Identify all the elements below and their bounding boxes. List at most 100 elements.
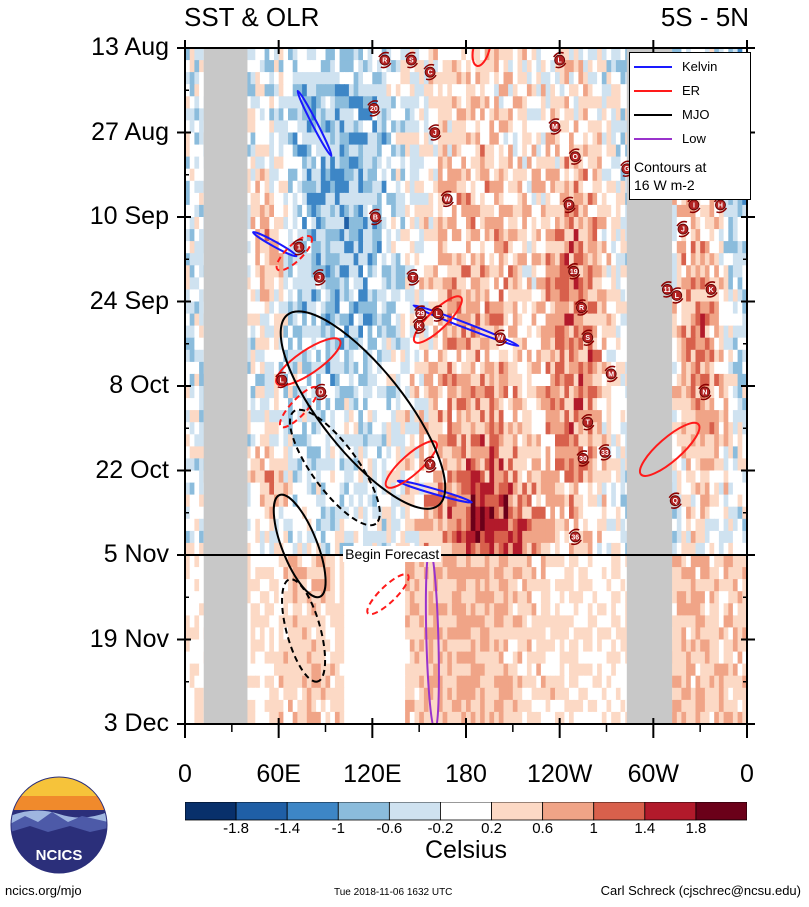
heat-cell: [381, 168, 387, 182]
heat-cell: [381, 434, 387, 447]
heat-cell: [550, 217, 556, 230]
heat-cell: [419, 60, 425, 73]
heat-cell: [377, 422, 383, 435]
heat-cell: [522, 361, 528, 375]
heat-cell: [194, 96, 200, 109]
heat-cell: [377, 168, 383, 182]
heat-cell: [423, 506, 430, 520]
heat-cell: [503, 337, 509, 351]
heat-cell: [545, 84, 551, 97]
heat-cell: [728, 530, 734, 544]
heat-cell: [451, 506, 458, 520]
heat-cell: [597, 313, 603, 327]
heat-cell: [414, 422, 420, 435]
heat-cell: [559, 241, 565, 254]
heat-cell: [381, 132, 387, 146]
heat-cell: [348, 60, 355, 73]
heat-cell: [545, 192, 551, 206]
heat-cell: [302, 482, 308, 496]
heat-cell: [447, 482, 453, 496]
heat-cell: [320, 144, 327, 158]
heat-cell: [447, 470, 453, 484]
heat-cell: [456, 446, 462, 460]
heat-cell: [555, 482, 561, 496]
heat-cell: [503, 241, 509, 254]
heat-cell: [578, 204, 584, 218]
heat-cell: [606, 180, 612, 194]
heat-cell: [550, 434, 556, 447]
heat-cell: [587, 144, 594, 158]
heat-cell: [540, 265, 547, 278]
heat-cell: [278, 506, 284, 520]
heat-cell: [550, 373, 556, 387]
heat-cell: [381, 277, 387, 291]
heat-cell: [194, 530, 200, 544]
heat-cell: [316, 132, 322, 146]
heat-cell: [517, 349, 523, 363]
heat-cell: [292, 289, 298, 303]
heat-cell: [526, 180, 533, 194]
heat-cell: [611, 506, 617, 520]
heat-cell: [245, 301, 252, 315]
heat-cell: [194, 84, 200, 97]
heat-cell: [681, 434, 687, 447]
heat-cell: [395, 410, 402, 423]
heat-cell: [306, 168, 313, 182]
heat-cell: [363, 470, 369, 484]
heat-cell: [185, 60, 191, 73]
heat-cell: [306, 156, 313, 170]
heat-cell: [508, 506, 514, 520]
heat-cell: [185, 192, 191, 206]
heat-cell: [672, 482, 678, 496]
heat-cell: [573, 482, 579, 496]
heat-cell: [316, 289, 322, 303]
heat-cell: [405, 192, 411, 206]
heat-cell: [433, 84, 439, 97]
heat-cell: [728, 398, 734, 411]
heat-cell: [269, 313, 275, 327]
heat-cell: [199, 518, 205, 532]
heat-cell: [709, 253, 715, 266]
heat-cell: [672, 470, 678, 484]
heat-cell: [451, 398, 458, 411]
heat-cell: [185, 349, 191, 363]
heat-cell: [288, 192, 294, 206]
heat-cell: [484, 349, 490, 363]
heat-cell: [508, 72, 514, 85]
heat-cell: [395, 144, 402, 158]
heat-cell: [274, 289, 280, 303]
heat-cell: [358, 530, 364, 544]
heat-cell: [578, 494, 584, 508]
heat-cell: [503, 506, 509, 520]
heat-cell: [573, 72, 579, 85]
heat-cell: [555, 410, 561, 423]
heat-cell: [344, 84, 350, 97]
heat-cell: [587, 434, 594, 447]
heat-cell: [353, 265, 359, 278]
heat-cell: [732, 410, 739, 423]
heat-cell: [348, 144, 355, 158]
heat-cell: [573, 410, 579, 423]
heat-cell: [409, 506, 416, 520]
heat-cell: [489, 229, 495, 242]
heat-cell: [437, 192, 444, 206]
heat-cell: [259, 108, 266, 122]
heat-cell: [447, 301, 453, 315]
heat-cell: [348, 48, 355, 61]
heat-cell: [587, 289, 594, 303]
heat-cell: [564, 229, 570, 242]
heat-cell: [395, 386, 402, 399]
heat-cell: [578, 361, 584, 375]
heat-cell: [512, 72, 519, 85]
heat-cell: [728, 494, 734, 508]
heat-cell: [344, 361, 350, 375]
heat-cell: [503, 373, 509, 387]
heat-cell: [363, 96, 369, 109]
heat-cell: [302, 229, 308, 242]
heat-cell: [545, 373, 551, 387]
heat-cell: [414, 48, 420, 61]
heat-cell: [531, 72, 537, 85]
heat-cell: [297, 253, 303, 266]
heat-cell: [386, 518, 392, 532]
heat-cell: [269, 156, 275, 170]
